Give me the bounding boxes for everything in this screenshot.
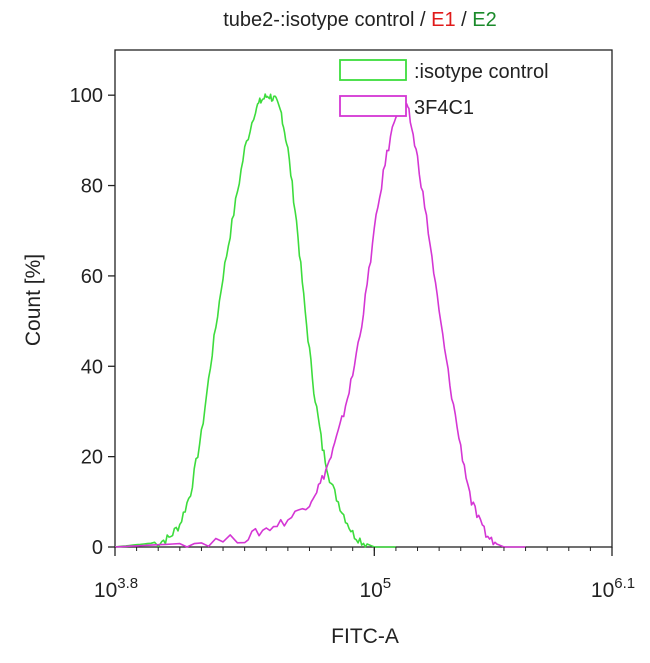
x-tick-label: 103.8 [94, 575, 138, 602]
title-gate-e1: E1 [431, 9, 455, 31]
y-tick-label: 40 [81, 356, 103, 378]
legend-swatch-2 [339, 95, 407, 117]
chart-title: tube2-:isotype control / E1 / E2 [223, 9, 497, 31]
plot-frame [114, 49, 613, 548]
x-axis-label: FITC-A [331, 625, 399, 648]
title-prefix: tube2-:isotype control / [223, 9, 431, 31]
y-tick-label: 20 [81, 447, 103, 469]
title-separator: / [456, 9, 473, 31]
plot-area [114, 49, 613, 548]
legend: :isotype control 3F4C1 [339, 59, 549, 119]
series-line-1 [114, 93, 396, 548]
y-tick-label: 100 [70, 85, 103, 107]
y-tick-label: 80 [81, 176, 103, 198]
legend-swatch-1 [339, 59, 407, 81]
series-line-2 [114, 98, 526, 548]
y-axis-label: Count [%] [22, 254, 45, 346]
title-gate-e2: E2 [472, 9, 496, 31]
legend-label-2: 3F4C1 [414, 97, 474, 119]
axes-layer: 0 20 40 60 80 100 103.8 105 106.1 [70, 85, 635, 602]
x-tick-label: 106.1 [591, 575, 635, 602]
legend-label-1: :isotype control [414, 61, 549, 83]
series-layer [114, 93, 526, 548]
y-tick-label: 60 [81, 266, 103, 288]
y-tick-label: 0 [92, 537, 103, 559]
x-tick-label: 105 [359, 575, 391, 602]
